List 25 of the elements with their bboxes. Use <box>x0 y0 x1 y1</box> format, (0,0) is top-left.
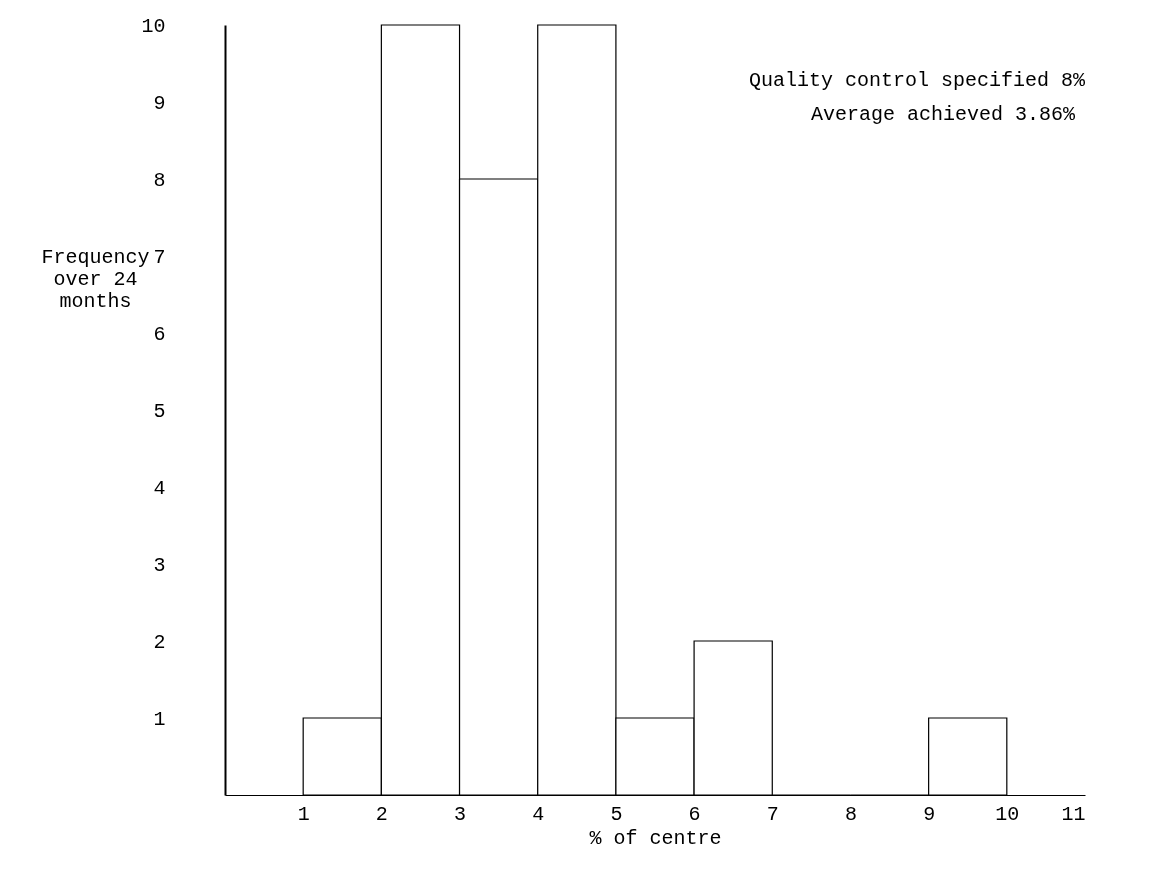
y-tick-label: 9 <box>153 91 166 115</box>
y-tick-label: 1 <box>153 707 166 731</box>
x-tick-label: 8 <box>844 802 857 826</box>
y-tick-label: 7 <box>153 245 166 269</box>
x-tick-label: 1 <box>297 802 310 826</box>
x-tick-label: 9 <box>923 802 936 826</box>
x-tick-label: 4 <box>532 802 545 826</box>
y-tick-label: 10 <box>141 14 166 38</box>
annotation: Average achieved 3.86% <box>810 103 1076 126</box>
y-tick-label: 3 <box>153 553 166 577</box>
y-axis-title: Frequency over 24 months <box>41 245 150 313</box>
x-axis-title: % of centre <box>589 826 722 850</box>
y-tick-label: 5 <box>153 399 166 423</box>
x-tick-label: 3 <box>454 802 467 826</box>
x-tick-label: 7 <box>766 802 779 826</box>
x-tick-label: 5 <box>610 802 623 826</box>
y-tick-label: 4 <box>153 476 166 500</box>
x-tick-label: 10 <box>995 802 1020 826</box>
x-tick-label: 11 <box>1061 802 1086 826</box>
y-tick-label: 2 <box>153 630 166 654</box>
x-tick-label: 2 <box>375 802 388 826</box>
y-tick-label: 8 <box>153 168 166 192</box>
y-tick-label: 6 <box>153 322 166 346</box>
annotation: Quality control specified 8% <box>748 69 1086 92</box>
x-tick-label: 6 <box>688 802 701 826</box>
